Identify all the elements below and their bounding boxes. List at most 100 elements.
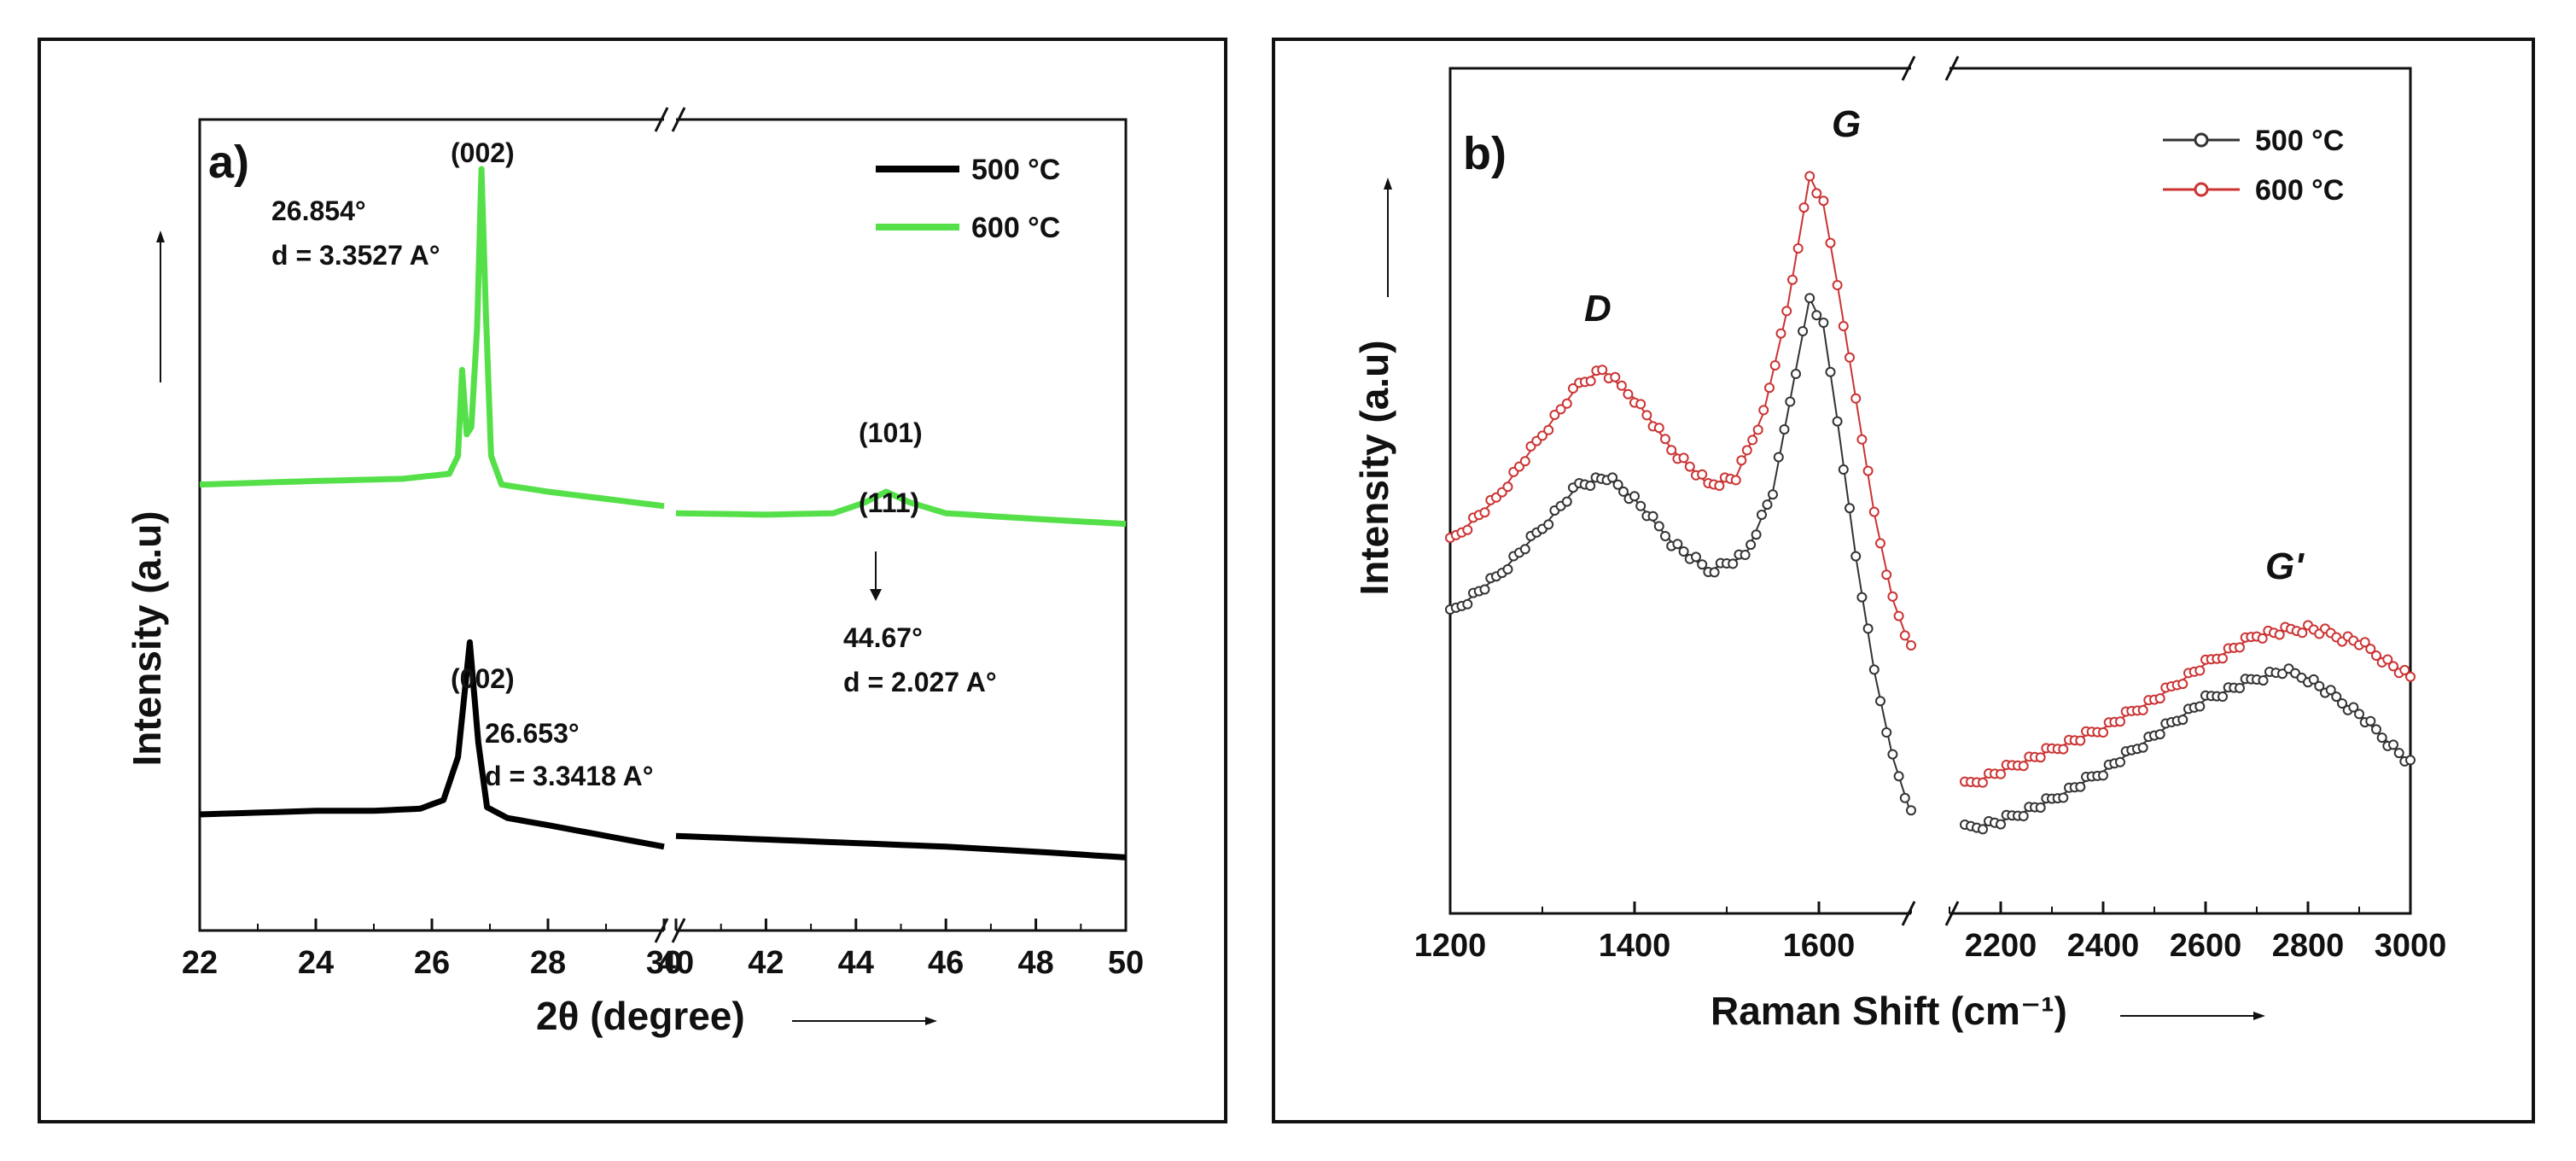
raman-series-600-c-point — [2399, 664, 2410, 675]
xrd-x-axis-arrow — [792, 1017, 937, 1025]
raman-series-500-c-point — [1850, 551, 1862, 562]
x-tick-label-1200: 1200 — [1414, 928, 1487, 964]
raman-series-500-c-point — [2388, 739, 2398, 750]
raman-series-600-c-point — [2235, 642, 2245, 653]
xrd-panel-label: a) — [208, 137, 249, 188]
raman-series-500-c-point — [2376, 732, 2387, 744]
raman-series-500-c-point — [2354, 709, 2364, 720]
break-gap-bottom — [664, 926, 676, 935]
raman-series-500-c-point — [2405, 755, 2416, 766]
break-slash — [671, 918, 686, 943]
raman-series-600-c-point — [1585, 376, 1596, 387]
raman-panel-label: b) — [1463, 128, 1507, 179]
x-tick-label-22: 22 — [182, 945, 218, 981]
x-tick-label-1400: 1400 — [1599, 928, 1671, 964]
raman-series-500-c-point — [1785, 396, 1796, 407]
raman-series-500-c-point — [1887, 749, 1898, 760]
raman-series-600-c-point — [1678, 452, 1689, 464]
raman-series-600-c-point — [2388, 661, 2398, 672]
raman-series-600-c-point — [2359, 637, 2370, 648]
raman-peak-label-g: G — [1832, 103, 1861, 145]
raman-series-600-c-point — [1597, 365, 1608, 376]
x-tick-label-24: 24 — [298, 945, 334, 981]
raman-series-500-c-point — [1678, 546, 1689, 557]
raman-series-500-c-point — [2018, 811, 2029, 821]
xrd-y-axis-arrow — [156, 230, 165, 382]
raman-series-500-c-point — [2235, 683, 2245, 693]
x-tick-label-2600: 2600 — [2170, 928, 2242, 964]
xrd-series-group — [199, 166, 1127, 861]
break-slash — [1944, 55, 1960, 81]
raman-series-600-c-point — [1769, 360, 1780, 370]
raman-series-500-c-point — [1618, 486, 1629, 497]
raman-series-500-c-point — [1757, 510, 1767, 520]
raman-series-600-c-point — [2154, 693, 2165, 704]
x-tick-label-1600: 1600 — [1783, 928, 1856, 964]
raman-series-500-c-point — [1818, 318, 1829, 328]
raman-series-600-c-point — [1568, 383, 1578, 394]
raman-series-500-c-point — [1612, 479, 1623, 490]
raman-series-500-c-point — [1768, 489, 1778, 500]
raman-series-600-c-point — [1697, 469, 1708, 480]
raman-series-500-c-point — [1607, 472, 1618, 483]
raman-series-500-c-point — [1856, 592, 1868, 603]
raman-series-600-c-point — [1543, 424, 1554, 435]
raman-series-600-c-point — [1887, 591, 1898, 602]
raman-chart-svg: 1200 1400 1600 2200 2400 2600 2800 3000 b) D G … — [1352, 55, 2446, 1033]
raman-x-axis-arrow — [2120, 1012, 2265, 1020]
raman-series-500-c-point — [1832, 416, 1843, 427]
raman-series-500-c-point — [2314, 680, 2325, 691]
legend-label-500: 500 °C — [2255, 125, 2344, 157]
raman-series-500-c-point — [2371, 724, 2381, 735]
raman-series-600-c-point — [1764, 382, 1775, 394]
raman-series-600-c-point — [2098, 727, 2108, 738]
raman-series-600-c-point — [1616, 380, 1627, 391]
raman-series-600-c-point — [1868, 506, 1880, 517]
raman-series-600-c-point — [2194, 665, 2206, 676]
xrd-axis-break — [654, 107, 686, 943]
raman-series-600-c-point — [1850, 393, 1862, 404]
xrd-x-axis-label: 2θ (degree) — [536, 994, 745, 1038]
raman-series-600-c-point — [2058, 744, 2069, 755]
raman-series-600-c-point — [1845, 352, 1855, 363]
x-tick-label-2200: 2200 — [1965, 928, 2037, 964]
raman-series-600-c-point — [1736, 455, 1747, 466]
raman-series-600-c-point — [1818, 195, 1829, 207]
raman-series-500-c-point — [1899, 792, 1910, 803]
xrd-series-600-c-line — [199, 166, 665, 510]
annotation-d-bottom: d = 3.3418 A° — [485, 761, 654, 791]
legend-marker — [2194, 132, 2209, 148]
raman-series-500-c-point — [1519, 544, 1530, 555]
raman-series-500-c-point — [1868, 664, 1880, 675]
raman-series-600-c-point — [2365, 644, 2376, 655]
raman-series-500-c-point — [1825, 366, 1836, 377]
break-slash — [1901, 55, 1916, 81]
raman-series-600-c-point — [1462, 524, 1473, 535]
raman-series-600-c-point — [2257, 633, 2268, 644]
raman-series-600-c-point — [1502, 481, 1513, 493]
xrd-series-500-c — [199, 639, 1127, 861]
raman-series-group — [1445, 171, 2416, 835]
raman-series-600-c-point — [1730, 475, 1741, 486]
raman-series-600-c-point — [1752, 424, 1763, 435]
raman-series-500-c-point — [1779, 424, 1790, 435]
raman-series-600-c-point — [1811, 188, 1822, 199]
annotation-angle-bottom: 26.653° — [485, 718, 580, 749]
raman-series-600-c-point — [1862, 465, 1874, 476]
raman-series-600-c-point — [1996, 768, 2006, 779]
annotation-angle-44: 44.67° — [843, 622, 923, 653]
raman-series-600-c-point — [1781, 306, 1792, 317]
raman-series-500-c-point — [1462, 598, 1473, 610]
raman-series-500-c-point — [2115, 756, 2125, 767]
raman-series-600-c-point — [1610, 371, 1621, 382]
raman-series-600-c-point — [1641, 410, 1652, 421]
raman-series-600-c-point — [2274, 629, 2285, 640]
raman-series-500-c-point — [1647, 510, 1658, 522]
legend-label-600: 600 °C — [971, 212, 1060, 244]
break-slash — [1944, 901, 1960, 926]
raman-series-600-c-point — [1881, 569, 1892, 580]
x-tick-label-40: 40 — [658, 945, 694, 981]
raman-series-600-c-point — [1653, 423, 1664, 434]
raman-axis-break — [1901, 55, 1960, 926]
raman-series-600-c-point — [1555, 404, 1566, 415]
